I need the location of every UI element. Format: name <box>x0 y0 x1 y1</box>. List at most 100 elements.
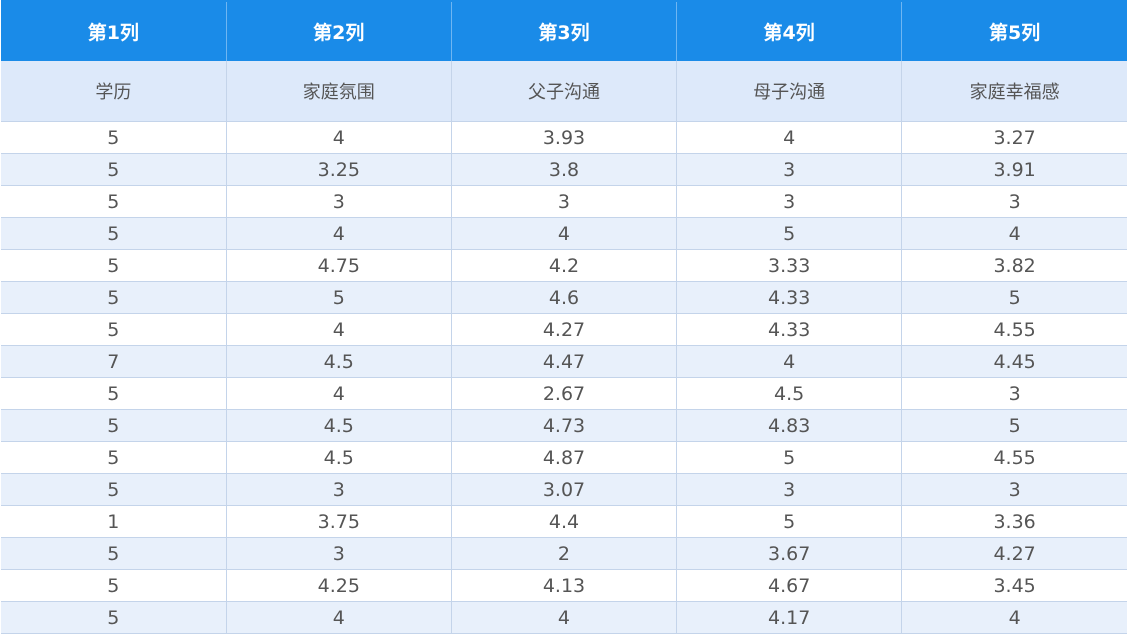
table-cell: 4 <box>451 601 678 634</box>
table-row: 5 4.5 4.73 4.83 5 <box>1 409 1127 442</box>
table-cell: 4.33 <box>676 281 903 314</box>
table-cell: 3.33 <box>676 249 903 282</box>
table-cell: 4.5 <box>676 377 903 410</box>
table-cell: 3 <box>226 185 452 218</box>
table-cell: 4.33 <box>676 313 903 346</box>
table-cell: 4.5 <box>226 409 452 442</box>
table-cell: 3 <box>226 473 452 506</box>
table-cell: 4.5 <box>226 345 452 378</box>
table-cell: 7 <box>1 345 227 378</box>
table-cell: 5 <box>1 377 227 410</box>
table-cell: 4.17 <box>676 601 903 634</box>
table-cell: 2 <box>451 537 678 570</box>
table-cell: 4 <box>226 121 452 154</box>
table-cell: 5 <box>676 505 903 538</box>
table-cell: 5 <box>1 121 227 154</box>
table-cell: 5 <box>1 313 227 346</box>
table-row: 7 4.5 4.47 4 4.45 <box>1 345 1127 378</box>
table-cell: 2.67 <box>451 377 678 410</box>
table-cell: 3.45 <box>901 569 1127 602</box>
table-cell: 4.87 <box>451 441 678 474</box>
table-cell: 3.82 <box>901 249 1127 282</box>
table-cell: 4 <box>226 377 452 410</box>
table-cell: 4.2 <box>451 249 678 282</box>
table-cell: 3.07 <box>451 473 678 506</box>
table-cell: 4 <box>901 217 1127 250</box>
table-cell: 4.5 <box>226 441 452 474</box>
table-cell: 4.13 <box>451 569 678 602</box>
table-cell: 3 <box>901 377 1127 410</box>
table-cell: 5 <box>1 473 227 506</box>
table-cell: 4 <box>226 601 452 634</box>
table-cell: 4.67 <box>676 569 903 602</box>
table-cell: 5 <box>676 441 903 474</box>
table-cell: 4.25 <box>226 569 452 602</box>
table-row: 5 4.75 4.2 3.33 3.82 <box>1 249 1127 282</box>
table-cell: 3.91 <box>901 153 1127 186</box>
column-header[interactable]: 第4列 <box>676 0 903 61</box>
table-cell: 4.27 <box>451 313 678 346</box>
table-cell: 4.45 <box>901 345 1127 378</box>
variable-name-cell: 父子沟通 <box>451 61 678 122</box>
table-cell: 4.4 <box>451 505 678 538</box>
table-cell: 5 <box>1 601 227 634</box>
table-cell: 5 <box>901 409 1127 442</box>
table-row: 5 4.25 4.13 4.67 3.45 <box>1 569 1127 602</box>
column-header[interactable]: 第5列 <box>901 0 1127 61</box>
table-cell: 5 <box>1 249 227 282</box>
table-cell: 4 <box>451 217 678 250</box>
table-cell: 3.75 <box>226 505 452 538</box>
table-cell: 5 <box>1 409 227 442</box>
table-row: 5 3 2 3.67 4.27 <box>1 537 1127 570</box>
table-cell: 4.55 <box>901 441 1127 474</box>
variable-name-cell: 母子沟通 <box>676 61 903 122</box>
column-header[interactable]: 第3列 <box>451 0 678 61</box>
table-row: 1 3.75 4.4 5 3.36 <box>1 505 1127 538</box>
table-row: 5 4 2.67 4.5 3 <box>1 377 1127 410</box>
table-row: 5 3 3.07 3 3 <box>1 473 1127 506</box>
table-cell: 5 <box>226 281 452 314</box>
table-cell: 4 <box>901 601 1127 634</box>
table-row: 5 4 3.93 4 3.27 <box>1 121 1127 154</box>
table-row: 5 4 4.27 4.33 4.55 <box>1 313 1127 346</box>
table-cell: 4 <box>226 217 452 250</box>
table-cell: 5 <box>676 217 903 250</box>
table-cell: 3.8 <box>451 153 678 186</box>
table-cell: 5 <box>1 153 227 186</box>
table-cell: 3 <box>451 185 678 218</box>
table-cell: 3.27 <box>901 121 1127 154</box>
table-row: 5 5 4.6 4.33 5 <box>1 281 1127 314</box>
table-cell: 3 <box>226 537 452 570</box>
table-cell: 4.83 <box>676 409 903 442</box>
table-cell: 5 <box>1 537 227 570</box>
table-cell: 5 <box>1 569 227 602</box>
table-row: 5 4.5 4.87 5 4.55 <box>1 441 1127 474</box>
variable-name-cell: 学历 <box>1 61 227 122</box>
table-cell: 4.55 <box>901 313 1127 346</box>
variable-name-cell: 家庭氛围 <box>226 61 452 122</box>
table-cell: 5 <box>1 185 227 218</box>
column-header-row: 第1列 第2列 第3列 第4列 第5列 <box>1 0 1127 61</box>
table-cell: 4 <box>676 345 903 378</box>
table-body: 5 4 3.93 4 3.27 5 3.25 3.8 3 3.91 5 3 3 3 3 5 4 4 5 4 5 4.75 4… <box>1 121 1127 634</box>
table-row: 5 4 4 4.17 4 <box>1 601 1127 634</box>
column-header[interactable]: 第2列 <box>226 0 452 61</box>
table-cell: 4 <box>226 313 452 346</box>
column-header[interactable]: 第1列 <box>1 0 227 61</box>
table-cell: 5 <box>1 217 227 250</box>
table-cell: 3 <box>901 473 1127 506</box>
table-cell: 5 <box>1 281 227 314</box>
table-cell: 3 <box>901 185 1127 218</box>
table-cell: 1 <box>1 505 227 538</box>
table-cell: 3.25 <box>226 153 452 186</box>
table-cell: 4.27 <box>901 537 1127 570</box>
table-cell: 5 <box>901 281 1127 314</box>
table-cell: 3.93 <box>451 121 678 154</box>
table-cell: 3 <box>676 185 903 218</box>
table-cell: 4.75 <box>226 249 452 282</box>
table-cell: 3.36 <box>901 505 1127 538</box>
table-row: 5 3.25 3.8 3 3.91 <box>1 153 1127 186</box>
